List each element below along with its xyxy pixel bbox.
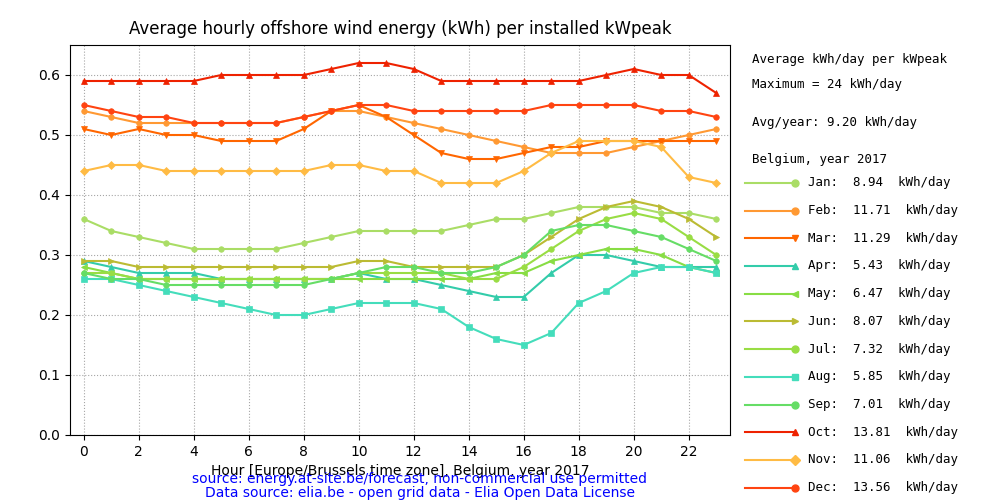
Text: Nov:  11.06  kWh/day: Nov: 11.06 kWh/day: [808, 454, 958, 466]
Text: Avg/year: 9.20 kWh/day: Avg/year: 9.20 kWh/day: [753, 116, 918, 128]
X-axis label: Hour [Europe/Brussels time zone], Belgium, year 2017: Hour [Europe/Brussels time zone], Belgiu…: [211, 464, 589, 478]
Text: Data source: elia.be - open grid data - Elia Open Data License: Data source: elia.be - open grid data - …: [205, 486, 635, 500]
Text: Sep:  7.01  kWh/day: Sep: 7.01 kWh/day: [808, 398, 950, 411]
Text: Jul:  7.32  kWh/day: Jul: 7.32 kWh/day: [808, 342, 950, 355]
Title: Average hourly offshore wind energy (kWh) per installed kWpeak: Average hourly offshore wind energy (kWh…: [129, 20, 671, 38]
Text: Apr:  5.43  kWh/day: Apr: 5.43 kWh/day: [808, 260, 950, 272]
Text: Maximum = 24 kWh/day: Maximum = 24 kWh/day: [753, 78, 902, 91]
Text: Belgium, year 2017: Belgium, year 2017: [753, 154, 888, 166]
Text: Jun:  8.07  kWh/day: Jun: 8.07 kWh/day: [808, 315, 950, 328]
Text: Dec:  13.56  kWh/day: Dec: 13.56 kWh/day: [808, 481, 958, 494]
Text: Mar:  11.29  kWh/day: Mar: 11.29 kWh/day: [808, 232, 958, 244]
Text: source: energy.at-site.be/forecast, non-commercial use permitted: source: energy.at-site.be/forecast, non-…: [192, 472, 648, 486]
Text: Jan:  8.94  kWh/day: Jan: 8.94 kWh/day: [808, 176, 950, 190]
Text: Feb:  11.71  kWh/day: Feb: 11.71 kWh/day: [808, 204, 958, 217]
Text: Aug:  5.85  kWh/day: Aug: 5.85 kWh/day: [808, 370, 950, 384]
Text: Average kWh/day per kWpeak: Average kWh/day per kWpeak: [753, 52, 948, 66]
Text: May:  6.47  kWh/day: May: 6.47 kWh/day: [808, 287, 950, 300]
Text: Oct:  13.81  kWh/day: Oct: 13.81 kWh/day: [808, 426, 958, 439]
